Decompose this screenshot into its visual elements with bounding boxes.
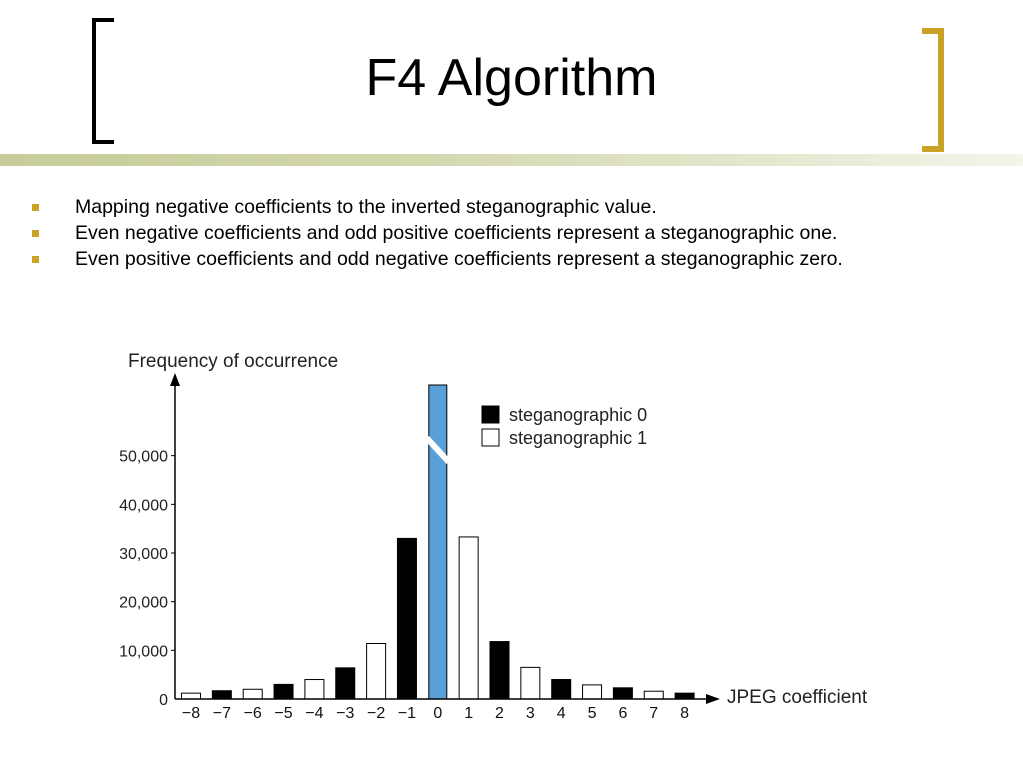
y-tick-label: 40,000 [119,497,168,514]
bar-coefficient-6 [612,687,633,700]
x-tick-label: −2 [367,705,385,722]
bullet-item: Mapping negative coefficients to the inv… [28,194,948,220]
bar-coefficient-8 [674,692,695,700]
x-tick-label: −8 [182,705,200,722]
bar-coefficient-−8 [181,692,201,700]
y-tick-label: 10,000 [119,643,168,660]
x-tick-label: −5 [274,705,292,722]
bar-coefficient-−4 [304,679,325,700]
bar-coefficient-−1 [396,537,417,700]
x-tick-label: −6 [244,705,262,722]
x-tick-label: 2 [495,705,504,722]
x-axis-label: JPEG coefficient [727,687,868,708]
bullet-text: Even negative coefficients and odd posit… [75,222,838,244]
axis-break-mark [424,435,452,465]
x-tick-label: 1 [464,705,473,722]
x-tick-label: 3 [526,705,535,722]
x-tick-label: 7 [649,705,658,722]
x-tick-label: 6 [618,705,627,722]
legend-swatch [481,428,500,447]
bar-coefficient-5 [582,684,603,700]
bullet-square-icon [32,230,39,237]
x-tick-label: 5 [588,705,597,722]
y-tick-label: 0 [159,692,168,709]
bullet-item: Even positive coefficients and odd negat… [28,246,948,272]
bar-coefficient-−7 [211,690,232,700]
x-tick-label: −4 [305,705,323,722]
bar-coefficient-−5 [273,683,294,700]
left-bracket-decoration [92,18,114,144]
bar-coefficient-−6 [242,688,263,700]
bar-coefficient-4 [551,679,572,700]
bullet-item: Even negative coefficients and odd posit… [28,220,948,246]
bullet-square-icon [32,256,39,263]
bar-coefficient-7 [643,690,664,700]
bullet-square-icon [32,204,39,211]
bullet-text: Even positive coefficients and odd negat… [75,248,843,270]
y-tick-label: 30,000 [119,546,168,563]
bar-coefficient-0 [428,384,448,700]
title-divider [0,154,1023,166]
bar-coefficient-−3 [335,667,356,700]
legend-label: steganographic 0 [509,405,647,425]
y-axis-arrow-icon [170,373,180,386]
x-axis-arrow-icon [706,694,720,704]
bullet-list: Mapping negative coefficients to the inv… [28,194,948,272]
bar-coefficient-3 [520,666,541,700]
y-tick-label: 50,000 [119,449,168,466]
x-tick-label: −7 [213,705,231,722]
legend-swatch [481,405,500,424]
x-tick-label: 0 [433,705,442,722]
legend-label: steganographic 1 [509,428,647,448]
bar-coefficient-−2 [366,643,387,700]
bullet-text: Mapping negative coefficients to the inv… [75,196,657,218]
bar-coefficient-1 [458,536,479,700]
x-tick-label: 4 [557,705,566,722]
x-tick-label: 8 [680,705,689,722]
bar-coefficient-2 [489,641,510,700]
x-tick-label: −3 [336,705,354,722]
right-bracket-decoration [922,28,944,152]
x-tick-label: −1 [398,705,416,722]
slide-title: F4 Algorithm [365,49,658,107]
y-tick-label: 20,000 [119,595,168,612]
y-axis-label: Frequency of occurrence [128,351,338,372]
